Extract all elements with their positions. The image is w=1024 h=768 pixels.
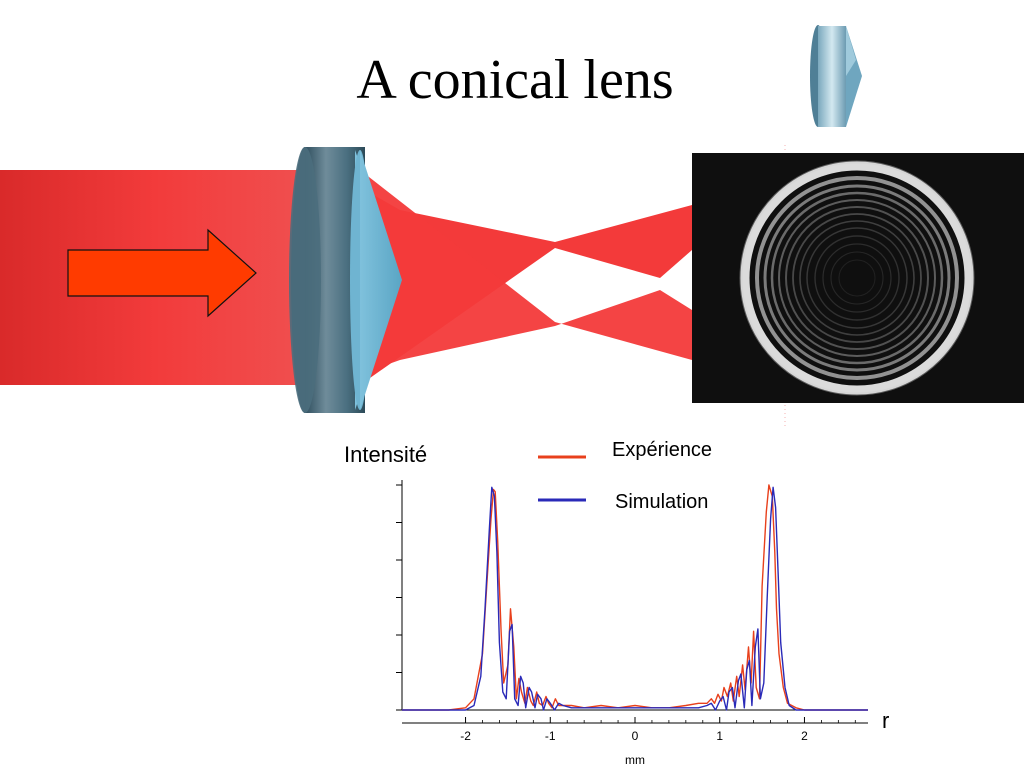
crossing-beam-lower: [330, 170, 692, 385]
inner-ring: [799, 220, 915, 336]
x-tick-label: 2: [801, 729, 808, 743]
x-tick-label: 0: [632, 729, 639, 743]
series-line-simulation: [402, 486, 868, 711]
ring-glow: [739, 160, 975, 396]
r-axis-label: r: [882, 708, 889, 733]
input-arrow: [67, 228, 257, 318]
x-tick-label: -2: [460, 729, 471, 743]
x-tick-label: 1: [716, 729, 723, 743]
legend-label: Simulation: [615, 491, 708, 513]
ring-pattern-rings: [739, 160, 975, 396]
inner-ring: [830, 251, 884, 305]
y-axis-label: Intensité: [344, 442, 427, 467]
series-line-exp-rience: [402, 484, 868, 711]
intensity-profile-chart: Intensité Expérience Simulation -2 -1 0 1 2 m…: [344, 439, 889, 767]
inner-ring: [814, 235, 900, 321]
inner-ring: [770, 191, 944, 365]
chart-axes: -2 -1 0 1 2: [396, 480, 868, 743]
conical-lens: [289, 147, 402, 413]
inner-ring: [778, 199, 936, 357]
x-axis-unit-label: mm: [625, 753, 645, 767]
inner-ring: [785, 206, 929, 350]
outer-bright-ring: [740, 161, 974, 395]
x-tick-label: -1: [545, 729, 556, 743]
ring-pattern-photo: [692, 153, 1024, 403]
chart-series: [402, 484, 868, 711]
axicon-icon: [810, 25, 862, 127]
inner-ring: [822, 243, 892, 313]
legend-label: Expérience: [612, 439, 712, 461]
slide-title: A conical lens: [356, 49, 674, 111]
chart-legend: Expérience Simulation: [538, 439, 712, 513]
inner-ring: [755, 176, 959, 380]
inner-ring: [806, 227, 908, 329]
inner-ring: [838, 259, 876, 297]
inner-ring: [763, 184, 951, 372]
inner-ring: [792, 213, 922, 343]
